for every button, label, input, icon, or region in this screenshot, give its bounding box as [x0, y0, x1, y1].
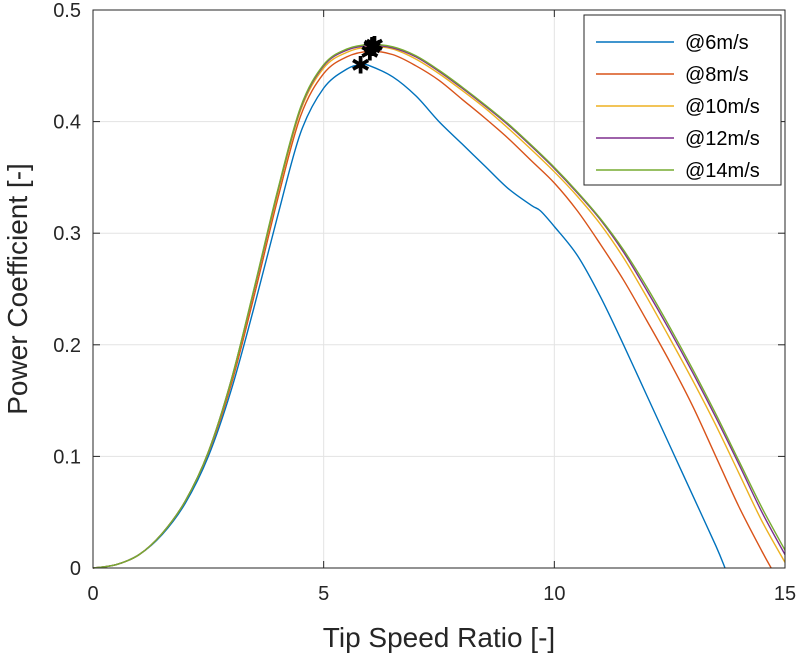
- axis-ticks: 0 5 10 15 0 0.1 0.2 0.3 0.4 0.5: [53, 0, 796, 605]
- peak-marker: ✱: [364, 32, 384, 60]
- y-tick-label: 0.1: [53, 446, 81, 468]
- peak-marker: ✱: [362, 33, 382, 61]
- legend-label: @14m/s: [685, 160, 760, 182]
- series-line-14ms: [92, 43, 786, 569]
- y-tick-label: 0: [70, 558, 81, 580]
- y-tick-label: 0.2: [53, 335, 81, 357]
- series-lines: [92, 43, 786, 569]
- x-tick-label: 0: [87, 583, 98, 605]
- x-axis-label: Tip Speed Ratio [-]: [323, 622, 555, 653]
- peak-markers: ✱✱✱✱✱: [351, 32, 385, 80]
- legend-box: [583, 14, 782, 186]
- legend-label: @6m/s: [685, 32, 749, 54]
- y-tick-label: 0.4: [53, 112, 81, 134]
- peak-marker: ✱: [351, 52, 371, 80]
- peak-marker: ✱: [362, 34, 382, 62]
- x-tick-label: 15: [774, 583, 796, 605]
- y-tick-label: 0.5: [53, 0, 81, 22]
- plot-frame: [92, 9, 786, 569]
- x-tick-label: 10: [543, 583, 565, 605]
- y-axis-label: Power Coefficient [-]: [2, 163, 33, 415]
- legend-label: @10m/s: [685, 96, 760, 118]
- peak-marker: ✱: [360, 38, 380, 66]
- legend-label: @12m/s: [685, 128, 760, 150]
- series-line-6ms: [92, 63, 726, 569]
- y-tick-label: 0.3: [53, 223, 81, 245]
- legend: @6m/s @8m/s @10m/s @12m/s @14m/s: [583, 14, 782, 186]
- x-tick-label: 5: [318, 583, 329, 605]
- legend-label: @8m/s: [685, 64, 749, 86]
